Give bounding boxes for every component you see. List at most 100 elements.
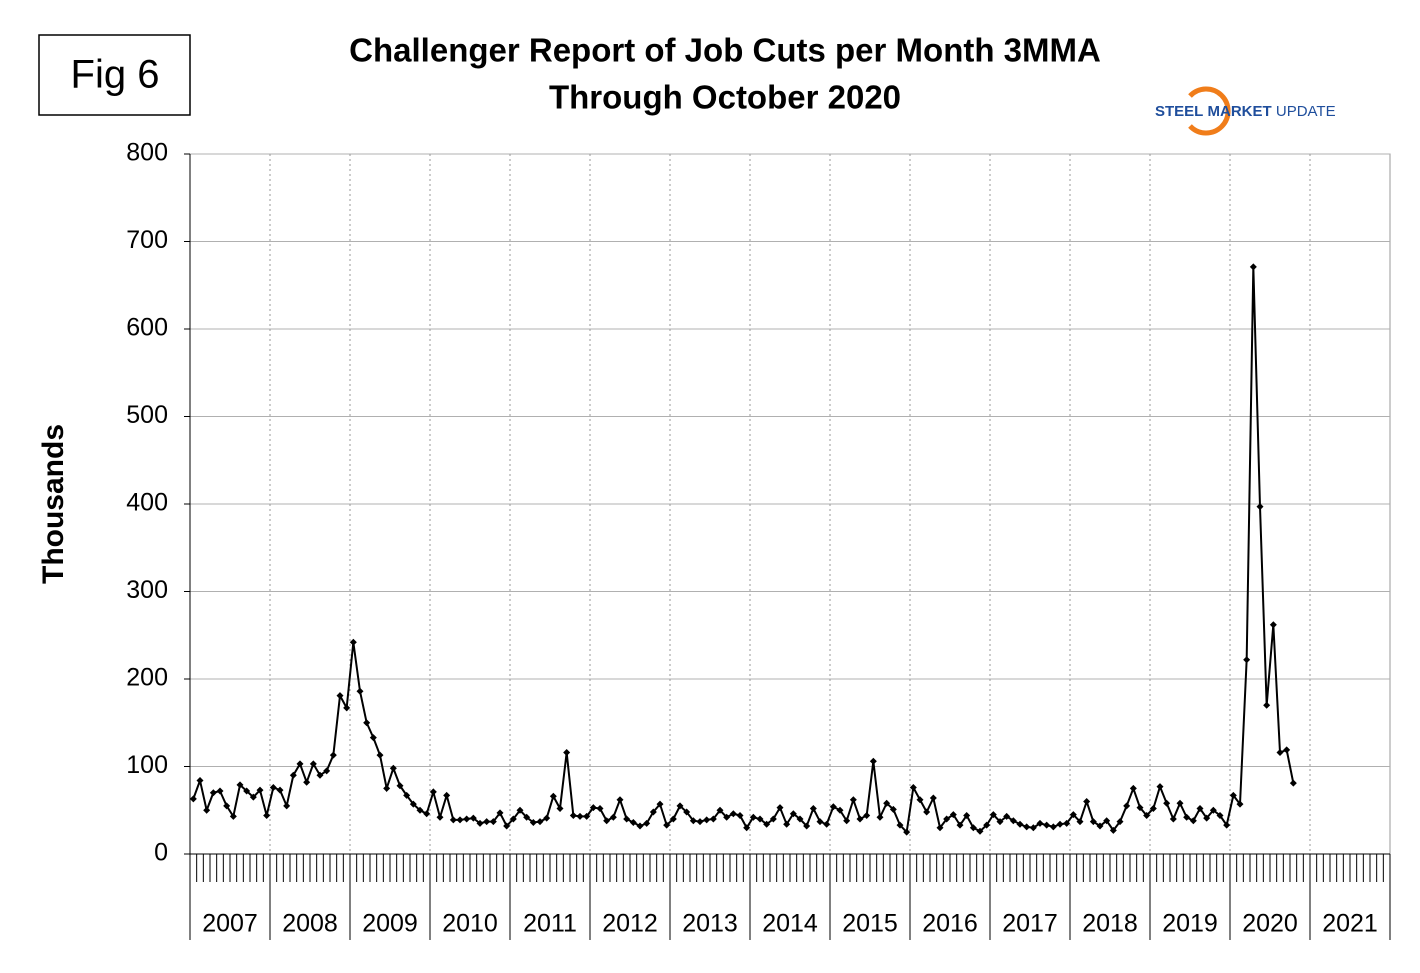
- data-point: [323, 767, 331, 775]
- data-point: [456, 816, 464, 824]
- data-point: [1229, 791, 1237, 799]
- data-point: [443, 791, 451, 799]
- data-point: [756, 815, 764, 823]
- data-point: [276, 786, 284, 794]
- data-point: [463, 815, 471, 823]
- data-point: [803, 822, 811, 830]
- x-tick-label: 2020: [1242, 910, 1298, 938]
- data-point: [1076, 818, 1084, 826]
- data-point: [469, 814, 477, 822]
- data-point: [1203, 814, 1211, 822]
- data-point: [549, 792, 557, 800]
- data-point: [196, 777, 204, 784]
- data-point: [876, 813, 884, 821]
- data-point: [976, 827, 984, 835]
- data-point: [356, 687, 364, 695]
- x-tick-label: 2021: [1322, 910, 1378, 938]
- data-point: [509, 815, 517, 823]
- x-tick-label: 2010: [442, 910, 498, 938]
- data-point: [963, 812, 971, 819]
- data-point: [716, 806, 724, 814]
- data-point: [1163, 799, 1171, 807]
- data-point: [609, 813, 617, 821]
- data-point: [1016, 820, 1024, 828]
- data-point: [1083, 798, 1091, 805]
- data-point: [669, 815, 677, 823]
- data-point: [216, 787, 224, 795]
- data-point: [783, 820, 791, 828]
- data-point: [429, 788, 437, 796]
- data-point: [529, 819, 537, 826]
- data-point: [909, 784, 917, 791]
- data-point: [1236, 800, 1244, 808]
- data-point: [676, 802, 684, 810]
- data-point: [1263, 701, 1271, 709]
- data-point: [789, 810, 797, 818]
- y-tick-label: 200: [126, 664, 168, 692]
- data-point: [1029, 824, 1037, 832]
- data-point: [203, 806, 211, 814]
- x-tick-label: 2008: [282, 910, 338, 938]
- data-point: [523, 813, 531, 821]
- data-point: [403, 791, 411, 799]
- fig-label: Fig 6: [71, 53, 160, 97]
- x-tick-label: 2009: [362, 910, 418, 938]
- data-point: [936, 824, 944, 832]
- data-point: [496, 809, 504, 817]
- data-point: [1249, 263, 1257, 271]
- y-axis-label: Thousands: [37, 424, 70, 584]
- data-point: [763, 820, 771, 828]
- data-point: [836, 806, 844, 814]
- data-point: [736, 812, 744, 819]
- data-point: [663, 821, 671, 829]
- data-point: [629, 819, 637, 826]
- data-point: [1063, 819, 1071, 827]
- data-point: [1116, 818, 1124, 826]
- data-point: [883, 799, 891, 807]
- x-tick-label: 2016: [922, 910, 978, 938]
- data-point: [1009, 817, 1017, 825]
- data-point: [583, 812, 591, 820]
- logo-swoosh: [1188, 86, 1231, 136]
- x-tick-label: 2018: [1082, 910, 1138, 938]
- logo-word: STEEL: [1155, 103, 1203, 120]
- data-point: [1269, 621, 1277, 629]
- y-tick-label: 500: [126, 401, 168, 429]
- data-point: [556, 805, 564, 812]
- data-point: [723, 813, 731, 821]
- data-point: [983, 821, 991, 829]
- data-point: [1176, 799, 1184, 807]
- data-point: [636, 822, 644, 830]
- data-point: [1129, 784, 1137, 792]
- data-point: [1256, 503, 1264, 511]
- data-point: [623, 815, 631, 823]
- chart-title: Through October 2020: [549, 79, 901, 116]
- data-point: [249, 793, 257, 801]
- x-tick-label: 2013: [682, 910, 738, 938]
- logo-word: MARKET: [1208, 103, 1272, 120]
- data-point: [1283, 746, 1291, 754]
- data-point: [956, 821, 964, 829]
- data-point: [856, 815, 864, 823]
- y-tick-label: 300: [126, 576, 168, 604]
- data-point: [776, 804, 784, 812]
- data-point: [223, 802, 231, 810]
- data-point: [1143, 812, 1151, 819]
- data-point: [643, 819, 651, 827]
- data-point: [1023, 823, 1031, 831]
- data-point: [1276, 749, 1284, 756]
- data-point: [389, 764, 397, 772]
- data-point: [1056, 820, 1064, 828]
- x-tick-label: 2007: [202, 910, 258, 938]
- data-point: [949, 811, 957, 819]
- data-point: [1123, 802, 1131, 810]
- data-point: [236, 781, 244, 789]
- chart-title: Challenger Report of Job Cuts per Month …: [349, 32, 1101, 69]
- data-point: [436, 813, 444, 821]
- y-tick-label: 800: [126, 139, 168, 167]
- data-point: [363, 719, 371, 727]
- data-point: [1149, 805, 1157, 812]
- x-tick-label: 2019: [1162, 910, 1218, 938]
- data-point: [369, 734, 377, 742]
